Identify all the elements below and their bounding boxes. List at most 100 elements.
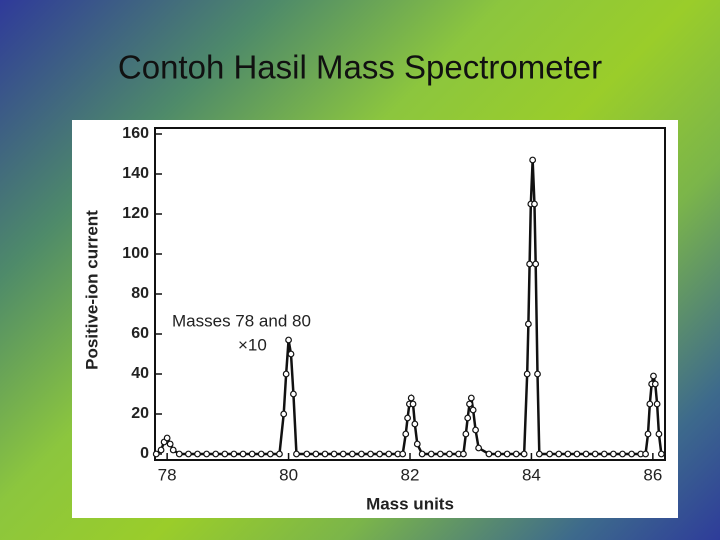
data-point [404,414,411,422]
y-tick-label: 0 [140,445,149,462]
data-point [402,430,410,438]
data-point [466,400,473,408]
data-point [534,370,541,378]
data-point [257,450,265,458]
data-point [520,450,528,458]
y-tick-label: 20 [131,405,149,422]
data-point [642,450,649,458]
data-point [418,450,426,458]
data-point [512,450,520,458]
data-point [348,450,356,458]
data-point [290,390,297,398]
data-point [524,320,532,328]
data-point [475,444,483,452]
data-point [446,450,453,458]
x-tick-label: 84 [522,465,541,484]
y-tick-label: 100 [122,245,149,262]
data-point [591,450,599,458]
data-point [427,450,435,458]
data-point [330,450,338,458]
x-tick-label: 78 [158,465,177,484]
data-point [285,336,292,344]
annotation: Masses 78 and 80 [172,311,311,330]
data-point [582,450,590,458]
data-point [546,450,554,458]
data-point [503,450,511,458]
data-point [526,260,534,268]
data-point [203,450,211,458]
x-tick-label: 82 [401,465,420,484]
y-tick-label: 160 [122,125,149,142]
data-point [280,410,288,418]
data-point [376,450,384,458]
data-point [485,450,493,458]
data-point [462,430,470,438]
data-point [600,450,608,458]
data-point [321,450,329,458]
data-point [166,440,174,448]
data-point [609,450,617,458]
data-point [464,414,472,422]
data-point [303,450,311,458]
data-point [239,450,247,458]
data-point [407,394,415,402]
data-point [212,450,220,458]
data-point [312,450,320,458]
data-point [494,450,502,458]
chart-panel [72,120,678,518]
y-tick-label: 120 [122,205,149,222]
data-point [248,450,256,458]
data-point [230,450,238,458]
data-point [469,406,477,414]
data-point [651,380,659,388]
annotation: ×10 [238,335,267,354]
data-point [653,400,661,408]
data-point [411,420,419,428]
x-tick-label: 86 [643,465,662,484]
data-point [573,450,581,458]
data-point [413,440,421,448]
data-point [531,200,538,208]
data-point [266,450,274,458]
data-point [169,446,177,454]
data-point [644,430,652,438]
data-point [619,450,626,458]
x-axis-label: Mass units [366,494,454,513]
slide-title: Contoh Hasil Mass Spectrometer [118,49,602,86]
data-point [194,450,201,458]
data-point [184,450,192,458]
data-point [529,156,537,164]
data-point [358,450,365,458]
y-tick-label: 140 [122,165,149,182]
data-point [436,450,444,458]
data-point [472,426,479,434]
data-point [385,450,393,458]
data-point [555,450,563,458]
data-point [293,450,300,458]
data-point [339,450,347,458]
data-point [157,446,165,454]
y-axis-label: Positive-ion current [82,210,101,370]
data-point [467,394,475,402]
data-point [535,450,543,458]
data-point [657,450,665,458]
data-point [163,434,171,442]
data-point [564,450,572,458]
y-tick-label: 80 [131,285,149,302]
data-point [287,350,295,358]
data-point [276,450,283,458]
y-tick-label: 40 [131,365,149,382]
y-tick-label: 60 [131,325,149,342]
data-point [523,370,531,378]
data-point [655,430,663,438]
data-point [399,450,407,458]
data-point [628,450,636,458]
data-point [367,450,374,458]
data-point [532,260,540,268]
data-point [409,400,417,408]
x-tick-label: 80 [279,465,298,484]
data-point [175,450,183,458]
data-point [221,450,229,458]
